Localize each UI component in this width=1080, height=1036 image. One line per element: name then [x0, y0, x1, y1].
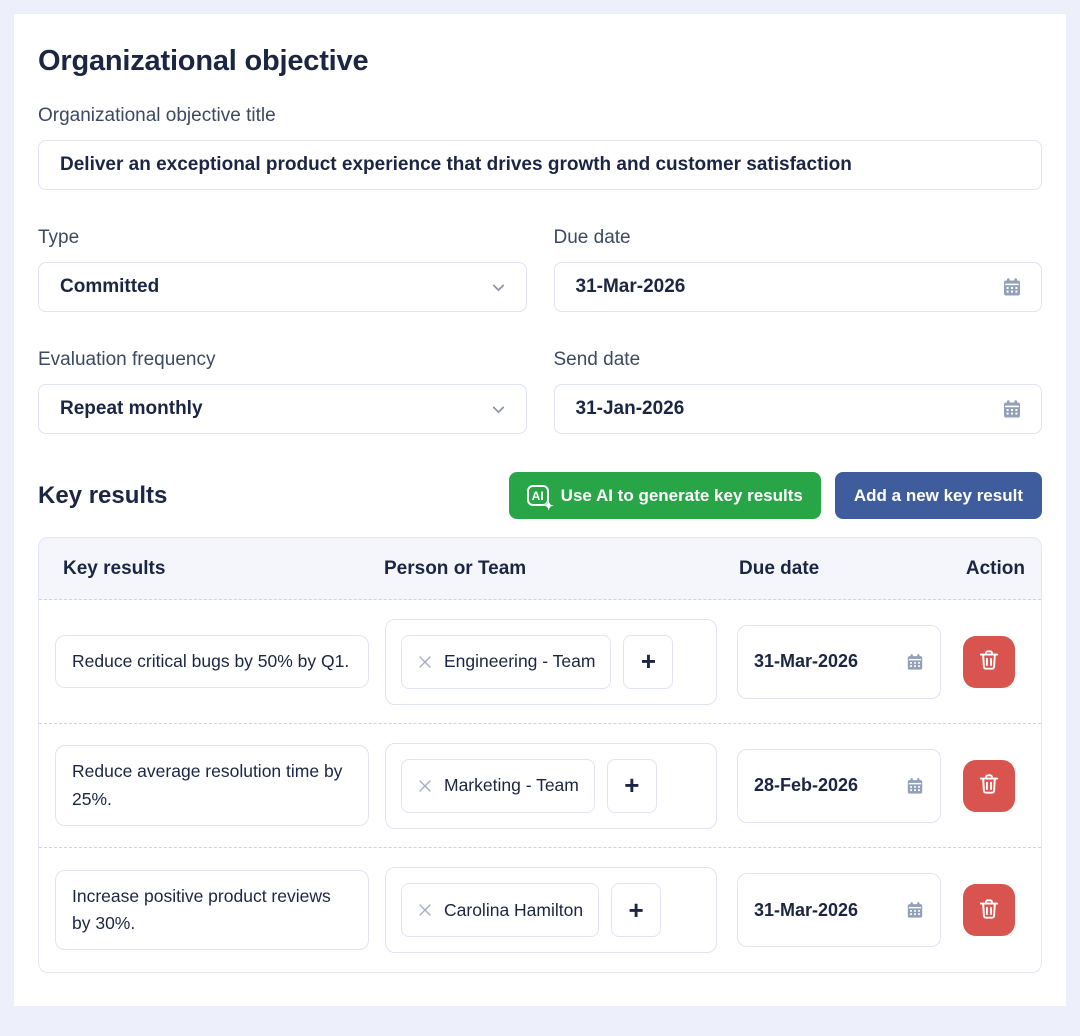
table-header-row: Key results Person or Team Due date Acti… [39, 538, 1041, 600]
key-result-text-input[interactable]: Increase positive product reviews by 30%… [55, 869, 369, 951]
generate-key-results-label: Use AI to generate key results [560, 485, 803, 505]
send-date-field-label: Send date [553, 349, 641, 370]
objective-title-value: Deliver an exceptional product experienc… [60, 154, 852, 175]
evaluation-frequency-label: Evaluation frequency [38, 349, 216, 370]
generate-key-results-ai-button[interactable]: AI ✦ Use AI to generate key results [508, 472, 821, 519]
sparkle-icon: ✦ [543, 499, 554, 513]
column-header-due-date: Due date [739, 557, 820, 579]
column-header-key-results: Key results [63, 557, 166, 579]
row-due-date-value: 31-Mar-2026 [754, 651, 859, 671]
assignee-name: Carolina Hamilton [444, 899, 584, 920]
trash-icon [976, 647, 1002, 676]
key-results-heading: Key results [38, 481, 168, 509]
delete-key-result-button[interactable] [963, 759, 1015, 812]
delete-key-result-button[interactable] [963, 635, 1015, 688]
table-row: Reduce critical bugs by 50% by Q1. Engin… [39, 600, 1041, 724]
due-date-value: 31-Mar-2026 [575, 276, 686, 297]
assignee-tag[interactable]: Marketing - Team [401, 758, 595, 813]
assignee-cell: Engineering - Team + [385, 618, 717, 705]
add-assignee-button[interactable]: + [611, 883, 662, 937]
calendar-icon [1002, 277, 1022, 297]
evaluation-frequency-value: Repeat monthly [60, 398, 203, 419]
table-row: Reduce average resolution time by 25%. M… [39, 724, 1041, 848]
page-title: Organizational objective [38, 45, 369, 77]
delete-key-result-button[interactable] [963, 884, 1015, 936]
evaluation-frequency-field-group: Evaluation frequency Repeat monthly [38, 349, 527, 434]
add-assignee-button[interactable]: + [606, 758, 657, 813]
remove-assignee-icon[interactable] [417, 654, 433, 670]
send-date-value: 31-Jan-2026 [575, 398, 685, 419]
calendar-icon [906, 653, 924, 671]
row-due-date-input[interactable]: 31-Mar-2026 [737, 624, 941, 699]
key-results-table: Key results Person or Team Due date Acti… [38, 537, 1042, 973]
trash-icon [976, 896, 1002, 925]
send-date-field-group: Send date 31-Jan-2026 [553, 349, 1042, 434]
key-result-text-input[interactable]: Reduce average resolution time by 25%. [55, 745, 369, 826]
add-key-result-button[interactable]: Add a new key result [834, 472, 1042, 519]
evaluation-frequency-select[interactable]: Repeat monthly [38, 384, 527, 434]
calendar-icon [1002, 399, 1022, 419]
row-due-date-input[interactable]: 31-Mar-2026 [737, 873, 941, 947]
due-date-input[interactable]: 31-Mar-2026 [553, 262, 1042, 312]
add-key-result-label: Add a new key result [853, 485, 1023, 505]
key-result-text-input[interactable]: Reduce critical bugs by 50% by Q1. [55, 634, 369, 689]
type-select-value: Committed [60, 276, 160, 297]
type-select[interactable]: Committed [38, 262, 527, 312]
title-field-label: Organizational objective title [38, 105, 276, 126]
row-due-date-value: 31-Mar-2026 [754, 899, 859, 920]
row-due-date-input[interactable]: 28-Feb-2026 [737, 748, 941, 823]
due-date-field-group: Due date 31-Mar-2026 [553, 227, 1042, 312]
assignee-tag[interactable]: Carolina Hamilton [401, 883, 600, 937]
type-field-label: Type [38, 227, 80, 248]
due-date-field-label: Due date [553, 227, 631, 248]
table-row: Increase positive product reviews by 30%… [39, 848, 1041, 972]
trash-icon [976, 771, 1002, 800]
column-header-person-or-team: Person or Team [384, 557, 527, 579]
title-field-group: Organizational objective title Deliver a… [38, 105, 1042, 190]
organizational-objective-card: Organizational objective Organizational … [14, 14, 1066, 1006]
column-header-action: Action [965, 557, 1025, 579]
assignee-name: Engineering - Team [444, 651, 596, 671]
calendar-icon [906, 901, 924, 919]
remove-assignee-icon[interactable] [417, 902, 433, 918]
row-due-date-value: 28-Feb-2026 [754, 775, 859, 795]
chevron-down-icon [490, 401, 507, 418]
remove-assignee-icon[interactable] [417, 778, 433, 794]
objective-title-input[interactable]: Deliver an exceptional product experienc… [38, 140, 1042, 190]
chevron-down-icon [490, 279, 507, 296]
calendar-icon [906, 777, 924, 795]
assignee-cell: Marketing - Team + [385, 742, 717, 829]
assignee-cell: Carolina Hamilton + [385, 867, 717, 953]
add-assignee-button[interactable]: + [623, 634, 674, 689]
type-field-group: Type Committed [38, 227, 527, 312]
assignee-tag[interactable]: Engineering - Team [401, 634, 612, 689]
assignee-name: Marketing - Team [444, 775, 579, 795]
ai-sparkle-icon: AI ✦ [526, 485, 554, 512]
send-date-input[interactable]: 31-Jan-2026 [553, 384, 1042, 434]
